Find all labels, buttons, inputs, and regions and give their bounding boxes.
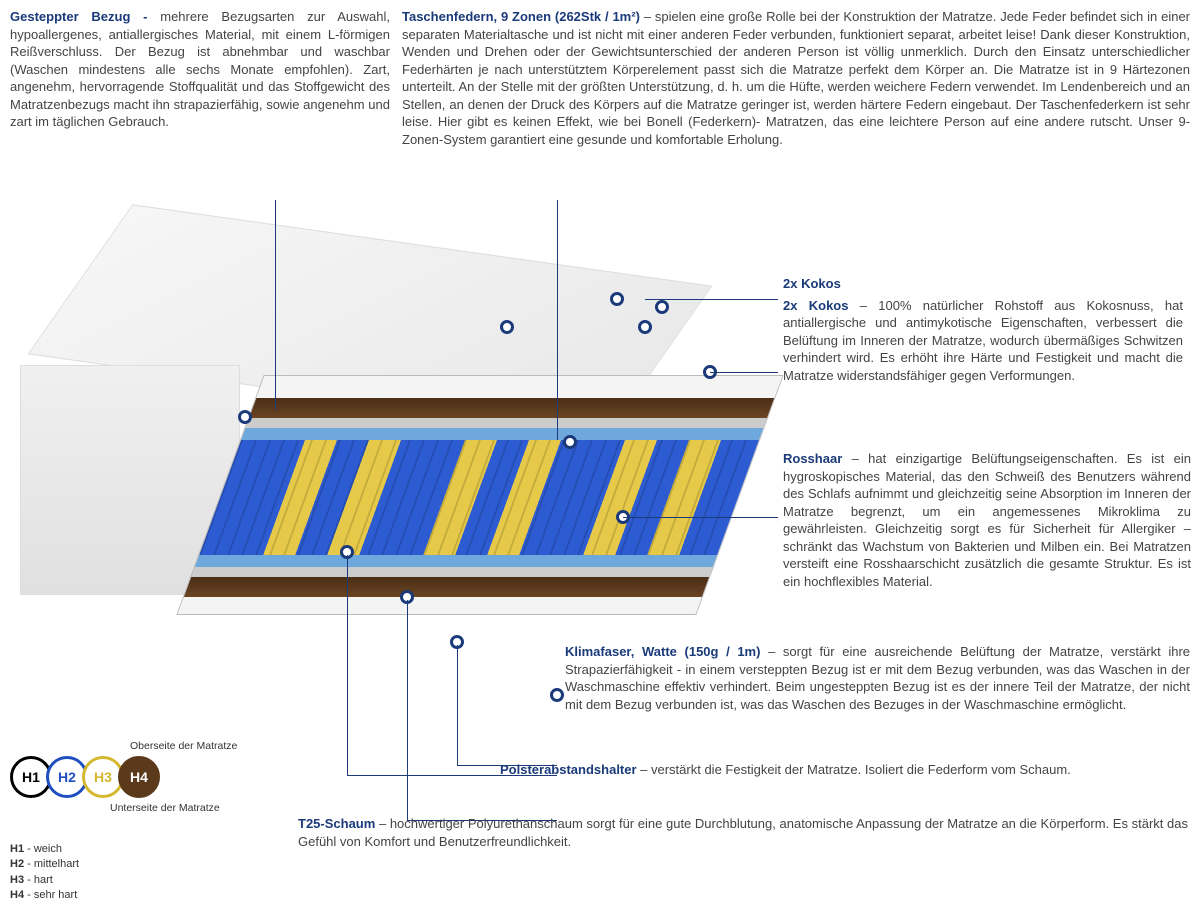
leader-line xyxy=(457,645,458,765)
hardness-legend: Oberseite der Matratze H1 H2 H3 H4 Unter… xyxy=(10,740,270,904)
mattress-cutaway xyxy=(176,375,783,615)
federn-heading: Taschenfedern, 9 Zonen (262Stk / 1m²) xyxy=(402,9,640,24)
marker-icon xyxy=(563,435,577,449)
leader-line xyxy=(275,200,276,410)
marker-icon xyxy=(655,300,669,314)
hardness-row: H1 - weich xyxy=(10,842,270,857)
bezug-heading: Gesteppter Bezug - xyxy=(10,9,160,24)
kokos-heading: 2x Kokos xyxy=(783,298,848,313)
callout-kokos: 2x Kokos 2x Kokos – 100% natürlicher Roh… xyxy=(783,275,1183,384)
layer-cover-top xyxy=(256,376,782,398)
layer-klimafaser-top xyxy=(241,428,763,440)
hardness-circle-h4: H4 xyxy=(118,756,160,798)
leader-line xyxy=(557,200,558,440)
hardness-row: H4 - sehr hart xyxy=(10,888,270,903)
callout-polster: Polsterabstandshalter – verstärkt die Fe… xyxy=(500,761,1190,779)
hardness-code: H2 xyxy=(10,858,24,870)
leader-line xyxy=(623,517,778,518)
klimafaser-heading: Klimafaser, Watte (150g / 1m) xyxy=(565,644,760,659)
rosshaar-heading: Rosshaar xyxy=(783,451,842,466)
top-left-column: Gesteppter Bezug - mehrere Bezugsarten z… xyxy=(10,8,390,148)
hardness-row: H3 - hart xyxy=(10,873,270,888)
h1-label: H1 xyxy=(22,769,40,785)
mattress-illustration xyxy=(20,245,760,665)
h2-label: H2 xyxy=(58,769,76,785)
marker-icon xyxy=(638,320,652,334)
kokos-title: 2x Kokos xyxy=(783,275,1183,293)
top-text-row: Gesteppter Bezug - mehrere Bezugsarten z… xyxy=(0,0,1200,148)
callout-klimafaser: Klimafaser, Watte (150g / 1m) – sorgt fü… xyxy=(565,643,1190,713)
layer-kokos-top xyxy=(249,398,774,418)
klimafaser-paragraph: Klimafaser, Watte (150g / 1m) – sorgt fü… xyxy=(565,643,1190,713)
marker-icon xyxy=(550,688,564,702)
layer-polster xyxy=(191,567,713,577)
bezug-paragraph: Gesteppter Bezug - mehrere Bezugsarten z… xyxy=(10,8,390,131)
legend-top-label: Oberseite der Matratze xyxy=(130,740,270,752)
federn-paragraph: Taschenfedern, 9 Zonen (262Stk / 1m²) – … xyxy=(402,8,1190,148)
callout-schaum: T25-Schaum – hochwertiger Polyurethansch… xyxy=(298,815,1188,850)
h4-label: H4 xyxy=(130,769,148,785)
layer-schaum xyxy=(176,597,702,615)
bezug-text: mehrere Bezugsarten zur Auswahl, hypoall… xyxy=(10,9,390,129)
h3-label: H3 xyxy=(94,769,112,785)
hardness-desc: - hart xyxy=(24,874,53,886)
rosshaar-paragraph: Rosshaar – hat einzigartige Belüftungsei… xyxy=(783,450,1191,590)
marker-icon xyxy=(610,292,624,306)
leader-line xyxy=(645,299,778,300)
leader-line xyxy=(407,600,408,820)
layer-rosshaar xyxy=(245,418,767,428)
layer-klimafaser-bottom xyxy=(195,555,717,567)
hardness-definitions: H1 - weich H2 - mittelhart H3 - hart H4 … xyxy=(10,842,270,904)
hardness-circles: H1 H2 H3 H4 xyxy=(10,756,270,798)
marker-icon xyxy=(500,320,514,334)
hardness-desc: - mittelhart xyxy=(24,858,79,870)
polster-heading: Polsterabstandshalter xyxy=(500,762,637,777)
leader-line xyxy=(710,372,778,373)
rosshaar-text: – hat einzigartige Belüftungseigenschaft… xyxy=(783,451,1191,589)
hardness-desc: - sehr hart xyxy=(24,889,77,901)
legend-bottom-label: Unterseite der Matratze xyxy=(110,802,270,814)
polster-paragraph: Polsterabstandshalter – verstärkt die Fe… xyxy=(500,761,1190,779)
marker-icon xyxy=(238,410,252,424)
federn-text: – spielen eine große Rolle bei der Konst… xyxy=(402,9,1190,147)
polster-text: – verstärkt die Festigkeit der Matratze.… xyxy=(637,762,1071,777)
schaum-text: – hochwertiger Polyurethanschaum sorgt f… xyxy=(298,816,1188,849)
top-right-column: Taschenfedern, 9 Zonen (262Stk / 1m²) – … xyxy=(402,8,1190,148)
callout-rosshaar: Rosshaar – hat einzigartige Belüftungsei… xyxy=(783,450,1191,590)
schaum-paragraph: T25-Schaum – hochwertiger Polyurethansch… xyxy=(298,815,1188,850)
schaum-heading: T25-Schaum xyxy=(298,816,375,831)
hardness-code: H3 xyxy=(10,874,24,886)
layer-pocket-springs xyxy=(199,440,759,555)
hardness-code: H4 xyxy=(10,889,24,901)
hardness-desc: - weich xyxy=(24,843,62,855)
kokos-paragraph: 2x Kokos – 100% natürlicher Rohstoff aus… xyxy=(783,297,1183,385)
leader-line xyxy=(347,555,348,775)
hardness-row: H2 - mittelhart xyxy=(10,857,270,872)
hardness-code: H1 xyxy=(10,843,24,855)
layer-kokos-bottom xyxy=(184,577,709,597)
